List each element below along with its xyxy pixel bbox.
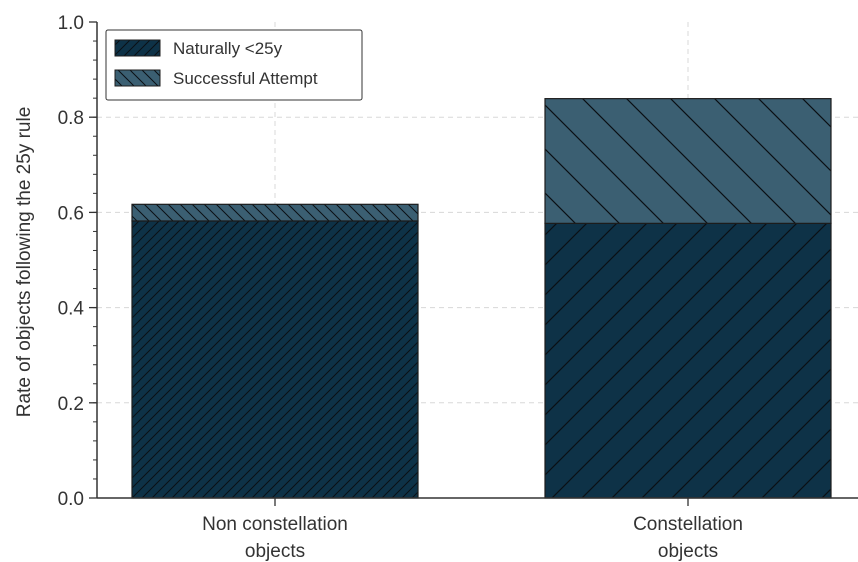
category-label: Non constellation	[202, 514, 348, 535]
bar-successful-attempt-0	[131, 203, 419, 222]
category-label: Constellation	[633, 514, 743, 535]
y-tick-label: 0.4	[58, 299, 85, 320]
legend-swatch-hatch	[115, 40, 160, 56]
legend-swatch-outline	[114, 69, 161, 87]
y-tick-label: 0.0	[58, 489, 84, 510]
bar-outline	[131, 203, 419, 222]
y-tick-label: 0.6	[58, 203, 84, 224]
bar-hatch	[132, 220, 418, 498]
legend-swatch-hatch	[115, 70, 160, 86]
y-ticks: 0.0 0.2 0.4 0.6 0.8 1.0	[58, 13, 97, 510]
bar-naturally-1	[544, 222, 832, 499]
category-label: objects	[245, 541, 305, 562]
bar-successful-attempt-1	[544, 98, 832, 224]
bar-hatch	[545, 98, 831, 224]
bar-hatch	[545, 223, 831, 498]
bars	[131, 98, 832, 499]
legend-box	[105, 29, 363, 101]
x-tick-labels: Non constellation objects Constellation obj…	[202, 498, 743, 562]
legend: Naturally <25y Successful Attempt	[105, 29, 363, 101]
category-label: objects	[658, 541, 718, 562]
bar-outline	[544, 98, 832, 224]
bar-hatch	[132, 204, 418, 221]
legend-label: Naturally <25y	[173, 39, 283, 58]
legend-item: Successful Attempt	[114, 69, 318, 88]
legend-swatch-outline	[114, 39, 161, 57]
y-tick-label: 0.8	[58, 108, 84, 129]
y-tick-label: 1.0	[58, 13, 84, 34]
legend-item: Naturally <25y	[114, 39, 283, 58]
y-axis-label: Rate of objects following the 25y rule	[14, 107, 35, 418]
bar-naturally-0	[131, 220, 419, 499]
y-tick-label: 0.2	[58, 394, 84, 415]
legend-label: Successful Attempt	[173, 69, 318, 88]
